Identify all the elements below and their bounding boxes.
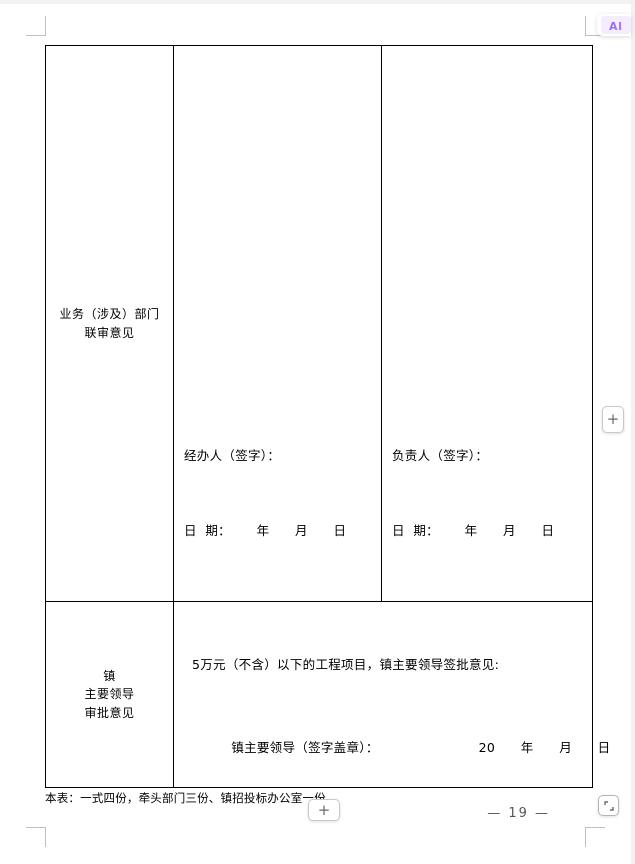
window-right-strip — [631, 0, 635, 864]
add-page-button-right[interactable]: + — [602, 406, 624, 433]
row-label-line: 联审意见 — [84, 325, 135, 340]
table-row-joint-review: 业务（涉及）部门 联审意见 经办人（签字）： 日 期： 年 月 日 负责人（签字… — [45, 45, 593, 602]
row-label-line: 业务（涉及）部门 — [59, 306, 160, 321]
row-label-line: 镇 — [103, 668, 116, 683]
handler-signature-block: 经办人（签字）： 日 期： 年 月 日 — [184, 393, 346, 593]
row-label-town-leader-approval: 镇 主要领导 审批意见 — [45, 601, 174, 788]
ai-assistant-button[interactable]: AI — [597, 14, 631, 36]
row-label-joint-review: 业务（涉及）部门 联审意见 — [45, 45, 174, 602]
joint-review-handler-cell[interactable]: 经办人（签字）： 日 期： 年 月 日 — [173, 45, 382, 602]
margin-mark-top-right — [585, 16, 605, 36]
margin-mark-bottom-left — [26, 827, 46, 847]
leader-date-label: 日 期： 年 月 日 — [392, 523, 555, 538]
ai-chip: AI — [601, 16, 631, 34]
row-label-line: 主要领导 — [84, 687, 135, 702]
approval-note-text: 5万元（不含）以下的工程项目，镇主要领导签批意见: — [192, 657, 500, 672]
page-number: — 19 — — [487, 806, 550, 821]
leader-signature-label: 负责人（签字）： — [392, 448, 489, 463]
form-footnote: 本表：一式四份，牵头部门三份、镇招投标办公室一份 — [45, 791, 326, 805]
handler-signature-label: 经办人（签字）： — [184, 448, 281, 463]
approval-signature-block: 镇主要领导（签字盖章）： 20 年 月 日 — [180, 722, 610, 771]
handler-date-label: 日 期： 年 月 日 — [184, 523, 347, 538]
row-label-line: 审批意见 — [84, 705, 135, 720]
add-page-button-bottom[interactable]: + — [308, 799, 340, 821]
approval-form-table: 业务（涉及）部门 联审意见 经办人（签字）： 日 期： 年 月 日 负责人（签字… — [45, 45, 610, 788]
margin-mark-top-left — [26, 16, 46, 36]
approval-signature-label: 镇主要领导（签字盖章）： — [231, 740, 379, 755]
margin-mark-bottom-right — [585, 827, 605, 847]
table-row-town-leader-approval: 镇 主要领导 审批意见 5万元（不含）以下的工程项目，镇主要领导签批意见: 镇主… — [45, 601, 610, 788]
approval-date-label: 20 年 月 日 — [478, 740, 611, 755]
joint-review-leader-cell[interactable]: 负责人（签字）： 日 期： 年 月 日 — [381, 45, 593, 602]
resize-collapse-icon[interactable] — [598, 795, 619, 816]
town-leader-approval-cell[interactable]: 5万元（不含）以下的工程项目，镇主要领导签批意见: 镇主要领导（签字盖章）： 20… — [173, 601, 610, 788]
leader-signature-block: 负责人（签字）： 日 期： 年 月 日 — [392, 393, 554, 593]
ai-label: AI — [605, 19, 627, 34]
window-top-strip — [0, 0, 635, 4]
